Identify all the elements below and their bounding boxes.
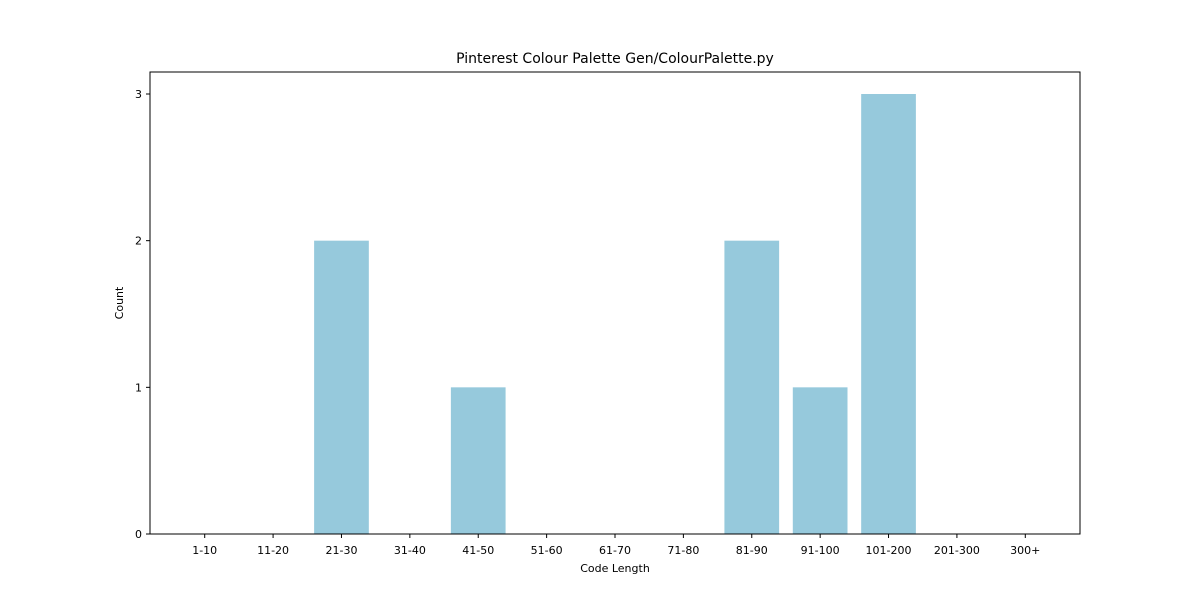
x-tick-label: 51-60 <box>531 544 563 557</box>
bar-91-100 <box>792 387 848 534</box>
x-axis-label: Code Length <box>580 562 650 575</box>
x-tick-label: 11-20 <box>257 544 289 557</box>
plot-frame <box>149 71 1081 535</box>
bar-41-50 <box>450 387 506 534</box>
bar-21-30 <box>314 240 369 534</box>
bar-101-200 <box>861 94 916 534</box>
bars-group <box>314 94 916 534</box>
x-tick-label: 1-10 <box>192 544 217 557</box>
x-tick-label: 41-50 <box>462 544 494 557</box>
x-tick-label: 21-30 <box>325 544 357 557</box>
x-tick-label: 201-300 <box>934 544 980 557</box>
x-tick-label: 81-90 <box>736 544 768 557</box>
y-tick-label: 3 <box>135 88 142 101</box>
y-tick-label: 0 <box>135 528 142 541</box>
y-axis-label: Count <box>113 286 126 319</box>
chart-title: Pinterest Colour Palette Gen/ColourPalet… <box>456 51 774 67</box>
y-tick-label: 1 <box>135 381 142 394</box>
y-axis-ticks: 0 1 2 3 <box>135 88 150 541</box>
x-axis-ticks: 1-10 11-20 21-30 31-40 41-50 51-60 61-70 71-80 8… <box>192 534 1040 557</box>
x-tick-label: 31-40 <box>394 544 426 557</box>
y-tick-label: 2 <box>135 235 142 248</box>
x-tick-label: 61-70 <box>599 544 631 557</box>
x-tick-label: 91-100 <box>801 544 840 557</box>
x-tick-label: 71-80 <box>667 544 699 557</box>
x-tick-label: 101-200 <box>866 544 912 557</box>
x-tick-label: 300+ <box>1010 544 1040 557</box>
bar-81-90 <box>724 240 780 534</box>
